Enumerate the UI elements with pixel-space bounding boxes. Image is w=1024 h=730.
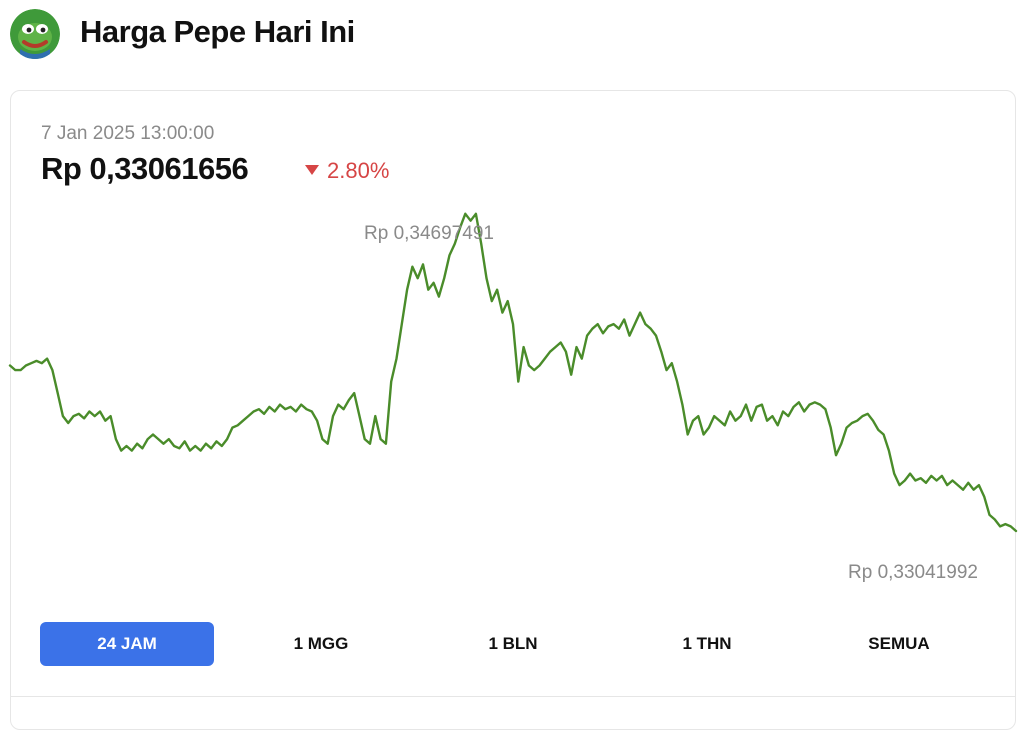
price-change-value: 2.80% xyxy=(327,158,390,183)
down-triangle-icon xyxy=(305,165,319,175)
range-tab-semua[interactable]: SEMUA xyxy=(812,622,986,666)
price-series-line xyxy=(8,212,1018,533)
range-tab-1-mgg[interactable]: 1 MGG xyxy=(234,622,408,666)
time-range-tabs: 24 JAM 1 MGG 1 BLN 1 THN SEMUA xyxy=(40,622,1010,668)
page-title: Harga Pepe Hari Ini xyxy=(80,14,355,49)
divider xyxy=(10,696,1016,697)
price-timestamp: 7 Jan 2025 13:00:00 xyxy=(41,123,215,144)
page-header: Harga Pepe Hari Ini xyxy=(0,0,1024,80)
chart-max-label: Rp 0,34697491 xyxy=(364,223,494,244)
range-tab-1-bln[interactable]: 1 BLN xyxy=(426,622,600,666)
price-line-chart xyxy=(8,212,1018,533)
price-change: 2.80% xyxy=(305,158,389,184)
current-price: Rp 0,33061656 xyxy=(41,151,249,186)
range-tab-1-thn[interactable]: 1 THN xyxy=(620,622,794,666)
chart-min-label: Rp 0,33041992 xyxy=(848,562,978,583)
range-tab-24-jam[interactable]: 24 JAM xyxy=(40,622,214,666)
pepe-frog-icon xyxy=(10,9,60,59)
